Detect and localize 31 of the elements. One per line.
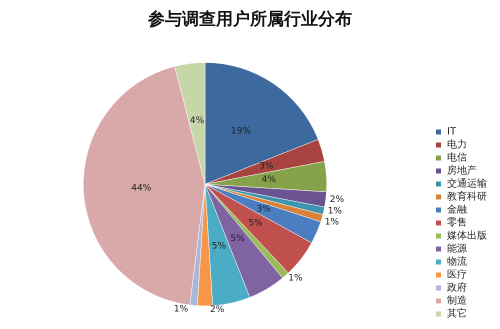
- data-label: 1%: [174, 304, 189, 314]
- legend-label: 房地产: [447, 164, 477, 176]
- data-label: 3%: [256, 204, 272, 215]
- legend-label: 其它: [447, 308, 467, 320]
- data-label: 44%: [131, 183, 152, 194]
- legend-label: 医疗: [447, 268, 467, 280]
- legend-label: 电力: [447, 138, 467, 150]
- legend-label: IT: [447, 126, 457, 138]
- legend-label: 媒体出版: [447, 230, 487, 242]
- data-label: 5%: [248, 218, 264, 228]
- legend-label: 政府: [447, 282, 467, 294]
- data-label: 1%: [328, 206, 342, 217]
- legend-label: 教育科研: [447, 190, 487, 202]
- legend-label: 制造: [447, 294, 467, 306]
- legend-label: 交通运输: [447, 178, 487, 190]
- data-label: 4%: [262, 175, 276, 186]
- data-label: 2%: [210, 304, 225, 315]
- legend-label: 电信: [447, 152, 467, 164]
- data-label: 5%: [230, 234, 246, 244]
- data-label: 19%: [230, 126, 252, 136]
- data-label: 5%: [212, 242, 227, 252]
- data-label: 3%: [259, 161, 274, 172]
- chart-title: 参与调查用户所属行业分布: [147, 10, 352, 30]
- data-label: 1%: [288, 274, 303, 284]
- legend-label: 金融: [447, 204, 467, 216]
- data-label: 4%: [190, 116, 205, 126]
- data-label: 1%: [324, 218, 340, 228]
- legend-label: 零售: [447, 216, 467, 228]
- legend-label: 物流: [447, 256, 467, 268]
- legend-label: 能源: [447, 242, 467, 254]
- data-label: 2%: [330, 195, 344, 205]
